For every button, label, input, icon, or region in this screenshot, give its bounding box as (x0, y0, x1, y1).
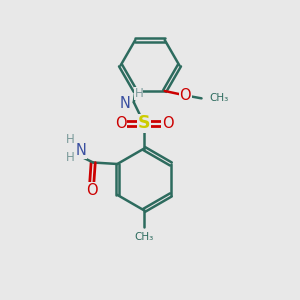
Text: O: O (162, 116, 173, 131)
Text: O: O (115, 116, 126, 131)
Text: H: H (66, 151, 75, 164)
Text: N: N (76, 143, 86, 158)
Text: CH₃: CH₃ (210, 93, 229, 103)
Text: CH₃: CH₃ (134, 232, 154, 242)
Text: O: O (86, 183, 98, 198)
Text: S: S (138, 115, 150, 133)
Text: H: H (66, 133, 75, 146)
Text: O: O (179, 88, 191, 103)
Text: N: N (119, 96, 130, 111)
Text: H: H (134, 87, 143, 100)
